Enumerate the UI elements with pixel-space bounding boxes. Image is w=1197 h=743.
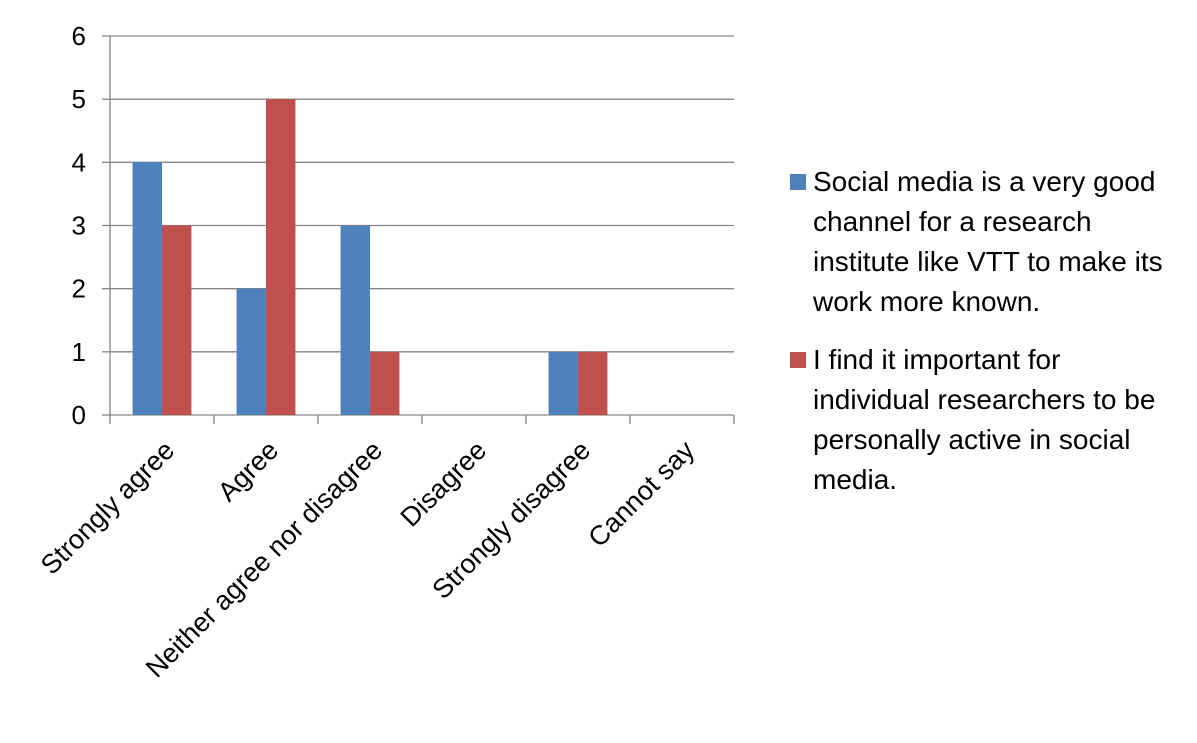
- x-category-label: Strongly agree: [35, 435, 180, 580]
- y-tick-label: 6: [72, 21, 86, 51]
- legend-label-series-2: I find it important for individual resea…: [813, 344, 1156, 495]
- y-tick-label: 0: [72, 400, 86, 430]
- bar-series-2: [266, 99, 296, 416]
- legend-swatch-series-1: [790, 174, 806, 190]
- x-category-label: Agree: [212, 435, 284, 507]
- bar-series-2: [578, 351, 608, 415]
- bar-series-1: [548, 351, 578, 415]
- legend-swatch-series-2: [790, 352, 806, 368]
- bar-series-2: [370, 351, 400, 415]
- x-category-label: Disagree: [395, 435, 493, 533]
- x-category-label: Cannot say: [582, 435, 700, 553]
- legend: Social media is a very good channel for …: [790, 162, 1170, 518]
- y-tick-label: 2: [72, 274, 86, 304]
- bar-series-1: [340, 225, 370, 415]
- y-tick-label: 4: [72, 147, 86, 177]
- legend-item-series-1: Social media is a very good channel for …: [790, 162, 1170, 322]
- bar-series-1: [236, 288, 266, 415]
- legend-label-series-1: Social media is a very good channel for …: [813, 166, 1163, 317]
- y-tick-label: 1: [72, 337, 86, 367]
- y-tick-label: 3: [72, 211, 86, 241]
- y-tick-label: 5: [72, 84, 86, 114]
- legend-item-series-2: I find it important for individual resea…: [790, 340, 1170, 500]
- chart-area: 0 1 2 3 4 5 6 Strongly agree Agree Neither agree …: [35, 21, 735, 683]
- bar-series-2: [162, 225, 192, 415]
- bar-series-1: [132, 162, 162, 415]
